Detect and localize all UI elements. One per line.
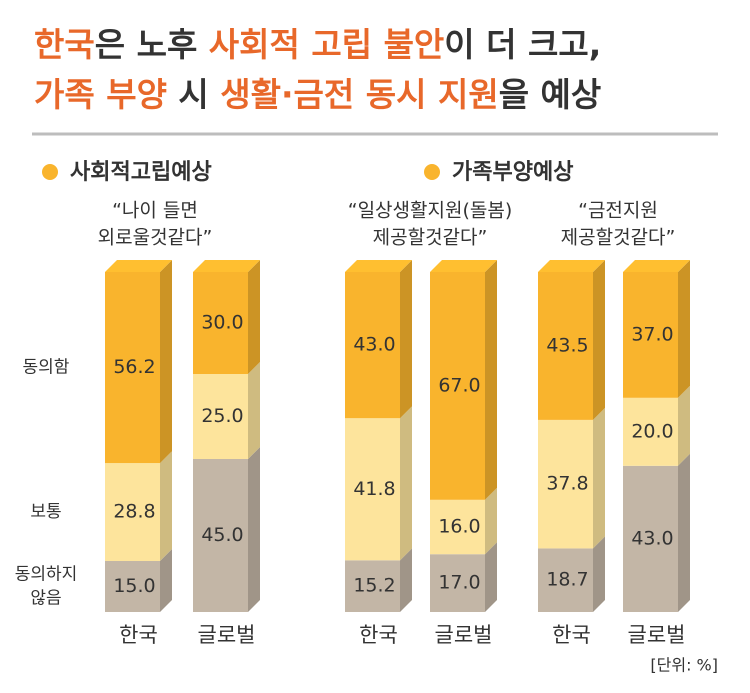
segment-label: 않음 xyxy=(30,589,61,609)
value-label: 20.0 xyxy=(631,420,673,442)
legend-dot xyxy=(42,164,58,180)
bar-top xyxy=(193,260,260,272)
bar-side xyxy=(248,447,260,612)
bar-side xyxy=(485,542,497,612)
segment-label: 동의하지 xyxy=(15,565,78,585)
value-label: 25.0 xyxy=(201,405,243,427)
title-segment: 시 xyxy=(167,75,220,114)
title-line: 한국은 노후 사회적 고립 불안이 더 크고, xyxy=(34,25,601,64)
legend-dot xyxy=(424,164,440,180)
x-tick-label: 한국 xyxy=(119,623,158,647)
bar-top xyxy=(623,260,690,272)
bar-segment xyxy=(193,459,248,612)
caption: 외로울것같다” xyxy=(98,227,213,249)
bar-side xyxy=(400,406,412,561)
bar-side xyxy=(160,549,172,612)
value-label: 43.0 xyxy=(353,334,395,356)
title-segment: 한국 xyxy=(34,25,95,64)
caption: 제공할것같다” xyxy=(373,227,488,249)
x-tick-label: 한국 xyxy=(552,623,591,647)
bar-top xyxy=(538,260,605,272)
bar-side xyxy=(248,260,260,374)
bar-segment xyxy=(345,560,400,612)
bar-segment xyxy=(345,272,400,419)
unit-note: [단위: %] xyxy=(650,656,718,675)
bar-segment xyxy=(538,272,593,420)
bar-top xyxy=(105,260,172,272)
value-label: 17.0 xyxy=(438,572,480,594)
value-label: 67.0 xyxy=(438,374,480,396)
bar-segment xyxy=(105,463,160,561)
caption: “금전지원 xyxy=(578,200,658,222)
value-label: 15.0 xyxy=(113,575,155,597)
bar-segment xyxy=(193,374,248,459)
value-label: 43.0 xyxy=(631,527,673,549)
x-tick-label: 글로벌 xyxy=(628,623,686,647)
bar-segment xyxy=(623,272,678,398)
bar-side xyxy=(160,451,172,561)
bar-side xyxy=(160,260,172,464)
bar-side xyxy=(678,385,690,466)
bar-side xyxy=(593,407,605,549)
title-segment: 생활·금전 동시 지원 xyxy=(220,75,498,114)
title-segment: 을 예상 xyxy=(499,75,602,114)
value-label: 37.0 xyxy=(631,323,673,345)
bar-side xyxy=(248,362,260,459)
bar-segment xyxy=(430,499,485,555)
title-segment: 가족 부양 xyxy=(34,75,167,114)
bar-side xyxy=(485,260,497,500)
value-label: 43.5 xyxy=(546,334,588,356)
caption: “일상생활지원(돌봄) xyxy=(348,200,513,222)
value-label: 18.7 xyxy=(546,569,588,591)
bar-segment xyxy=(623,397,678,466)
bar-segment xyxy=(430,554,485,612)
value-label: 56.2 xyxy=(113,356,155,378)
value-label: 45.0 xyxy=(201,524,243,546)
x-tick-label: 글로벌 xyxy=(435,623,493,647)
bar-side xyxy=(400,548,412,612)
title-line: 가족 부양 시 생활·금전 동시 지원을 예상 xyxy=(34,75,601,114)
bar-segment xyxy=(345,418,400,561)
bar-side xyxy=(485,487,497,555)
bar-segment xyxy=(538,548,593,612)
value-label: 37.8 xyxy=(546,473,588,495)
caption: “나이 들면 xyxy=(112,200,198,222)
bar-segment xyxy=(538,419,593,549)
value-label: 30.0 xyxy=(201,312,243,334)
value-label: 15.2 xyxy=(353,575,395,597)
bar-segment xyxy=(105,272,160,464)
bar-segment xyxy=(193,272,248,374)
bar-segment xyxy=(623,465,678,612)
bar-side xyxy=(678,260,690,398)
bar-side xyxy=(400,260,412,419)
bar-segment xyxy=(430,272,485,500)
title-segment: 사회적 고립 불안 xyxy=(209,25,445,64)
bar-top xyxy=(345,260,412,272)
bar-side xyxy=(678,453,690,612)
caption: 제공할것같다” xyxy=(561,227,676,249)
x-tick-label: 글로벌 xyxy=(198,623,256,647)
value-label: 28.8 xyxy=(113,501,155,523)
title-segment: 은 노후 xyxy=(95,25,209,64)
x-tick-label: 한국 xyxy=(359,623,398,647)
value-label: 41.8 xyxy=(353,478,395,500)
bar-side xyxy=(593,260,605,420)
title-segment: 이 더 크고, xyxy=(444,25,601,64)
group-heading: 사회적고립예상 xyxy=(70,160,212,185)
segment-label: 보통 xyxy=(30,502,61,522)
bar-segment xyxy=(105,561,160,612)
bar-top xyxy=(430,260,497,272)
segment-label: 동의함 xyxy=(23,358,70,378)
value-label: 16.0 xyxy=(438,516,480,538)
bar-side xyxy=(593,536,605,612)
group-heading: 가족부양예상 xyxy=(452,160,573,185)
